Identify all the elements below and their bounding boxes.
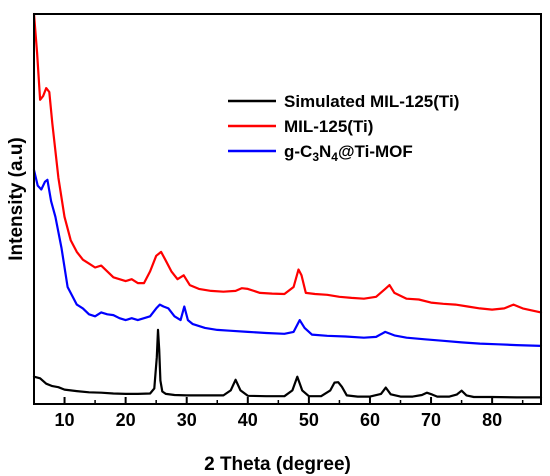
legend: Simulated MIL-125(Ti) MIL-125(Ti) g-C3N4… bbox=[228, 92, 459, 164]
x-tick-label: 10 bbox=[55, 410, 75, 430]
x-axis-ticks: 10 20 30 40 50 60 70 80 bbox=[33, 397, 524, 430]
x-tick-label: 40 bbox=[238, 410, 258, 430]
x-tick-label: 70 bbox=[421, 410, 441, 430]
legend-label-composite: g-C3N4@Ti-MOF bbox=[284, 142, 413, 164]
series-line-0 bbox=[32, 328, 543, 399]
x-tick-label: 60 bbox=[360, 410, 380, 430]
x-tick-label: 50 bbox=[299, 410, 319, 430]
series-line-1 bbox=[32, 12, 543, 314]
series-layer bbox=[32, 12, 543, 399]
x-tick-label: 20 bbox=[116, 410, 136, 430]
legend-label-simulated: Simulated MIL-125(Ti) bbox=[284, 92, 459, 111]
x-axis-title: 2 Theta (degree) bbox=[204, 454, 351, 475]
plot-frame bbox=[33, 13, 542, 405]
x-tick-label: 80 bbox=[482, 410, 502, 430]
x-tick-label: 30 bbox=[177, 410, 197, 430]
series-line-2 bbox=[32, 168, 543, 347]
y-axis-title: Intensity (a.u) bbox=[6, 137, 27, 261]
legend-label-mil125: MIL-125(Ti) bbox=[284, 117, 373, 136]
